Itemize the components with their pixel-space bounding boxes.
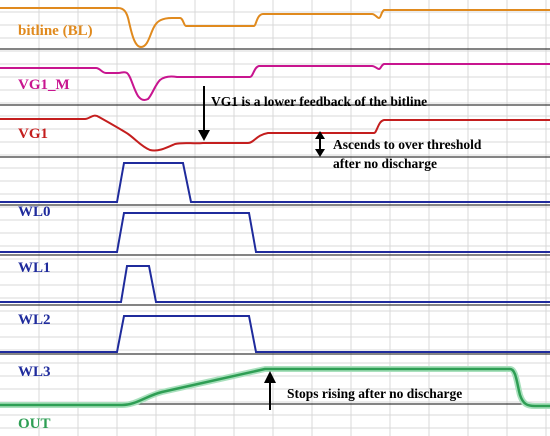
bitline-label: bitline (BL) <box>18 23 93 39</box>
wordline-unlabeled-waveform <box>0 162 550 203</box>
wl0-waveform <box>0 212 550 253</box>
out-waveform <box>0 367 550 408</box>
stops-rising-annotation: Stops rising after no discharge <box>287 386 462 401</box>
wl2-waveform <box>0 315 550 353</box>
annotations: VG1 is a lower feedback of the bitline A… <box>198 86 482 410</box>
up-arrow-icon <box>264 371 276 383</box>
wl2-label: WL2 <box>18 312 51 328</box>
double-headed-arrow-icon-bottom <box>315 149 325 157</box>
vg1-feedback-annotation: VG1 is a lower feedback of the bitline <box>211 94 427 109</box>
wl3-label: WL3 <box>18 364 51 380</box>
ascends-annotation-line2: after no discharge <box>333 156 437 171</box>
bitline-waveform <box>0 7 550 49</box>
wl0-label: WL0 <box>18 204 51 220</box>
vg1-label: VG1 <box>18 126 48 142</box>
double-headed-arrow-icon-top <box>315 131 325 139</box>
out-label: OUT <box>18 416 51 432</box>
wl1-label: WL1 <box>18 260 51 276</box>
ascends-annotation-line1: Ascends to over threshold <box>333 137 482 152</box>
vg1-waveform <box>0 114 550 152</box>
vg1-m-label: VG1_M <box>18 77 70 93</box>
down-arrow-icon <box>198 130 210 141</box>
wl1-waveform <box>0 265 550 303</box>
vg1-m-waveform <box>0 63 550 101</box>
trace-separators <box>0 48 550 405</box>
